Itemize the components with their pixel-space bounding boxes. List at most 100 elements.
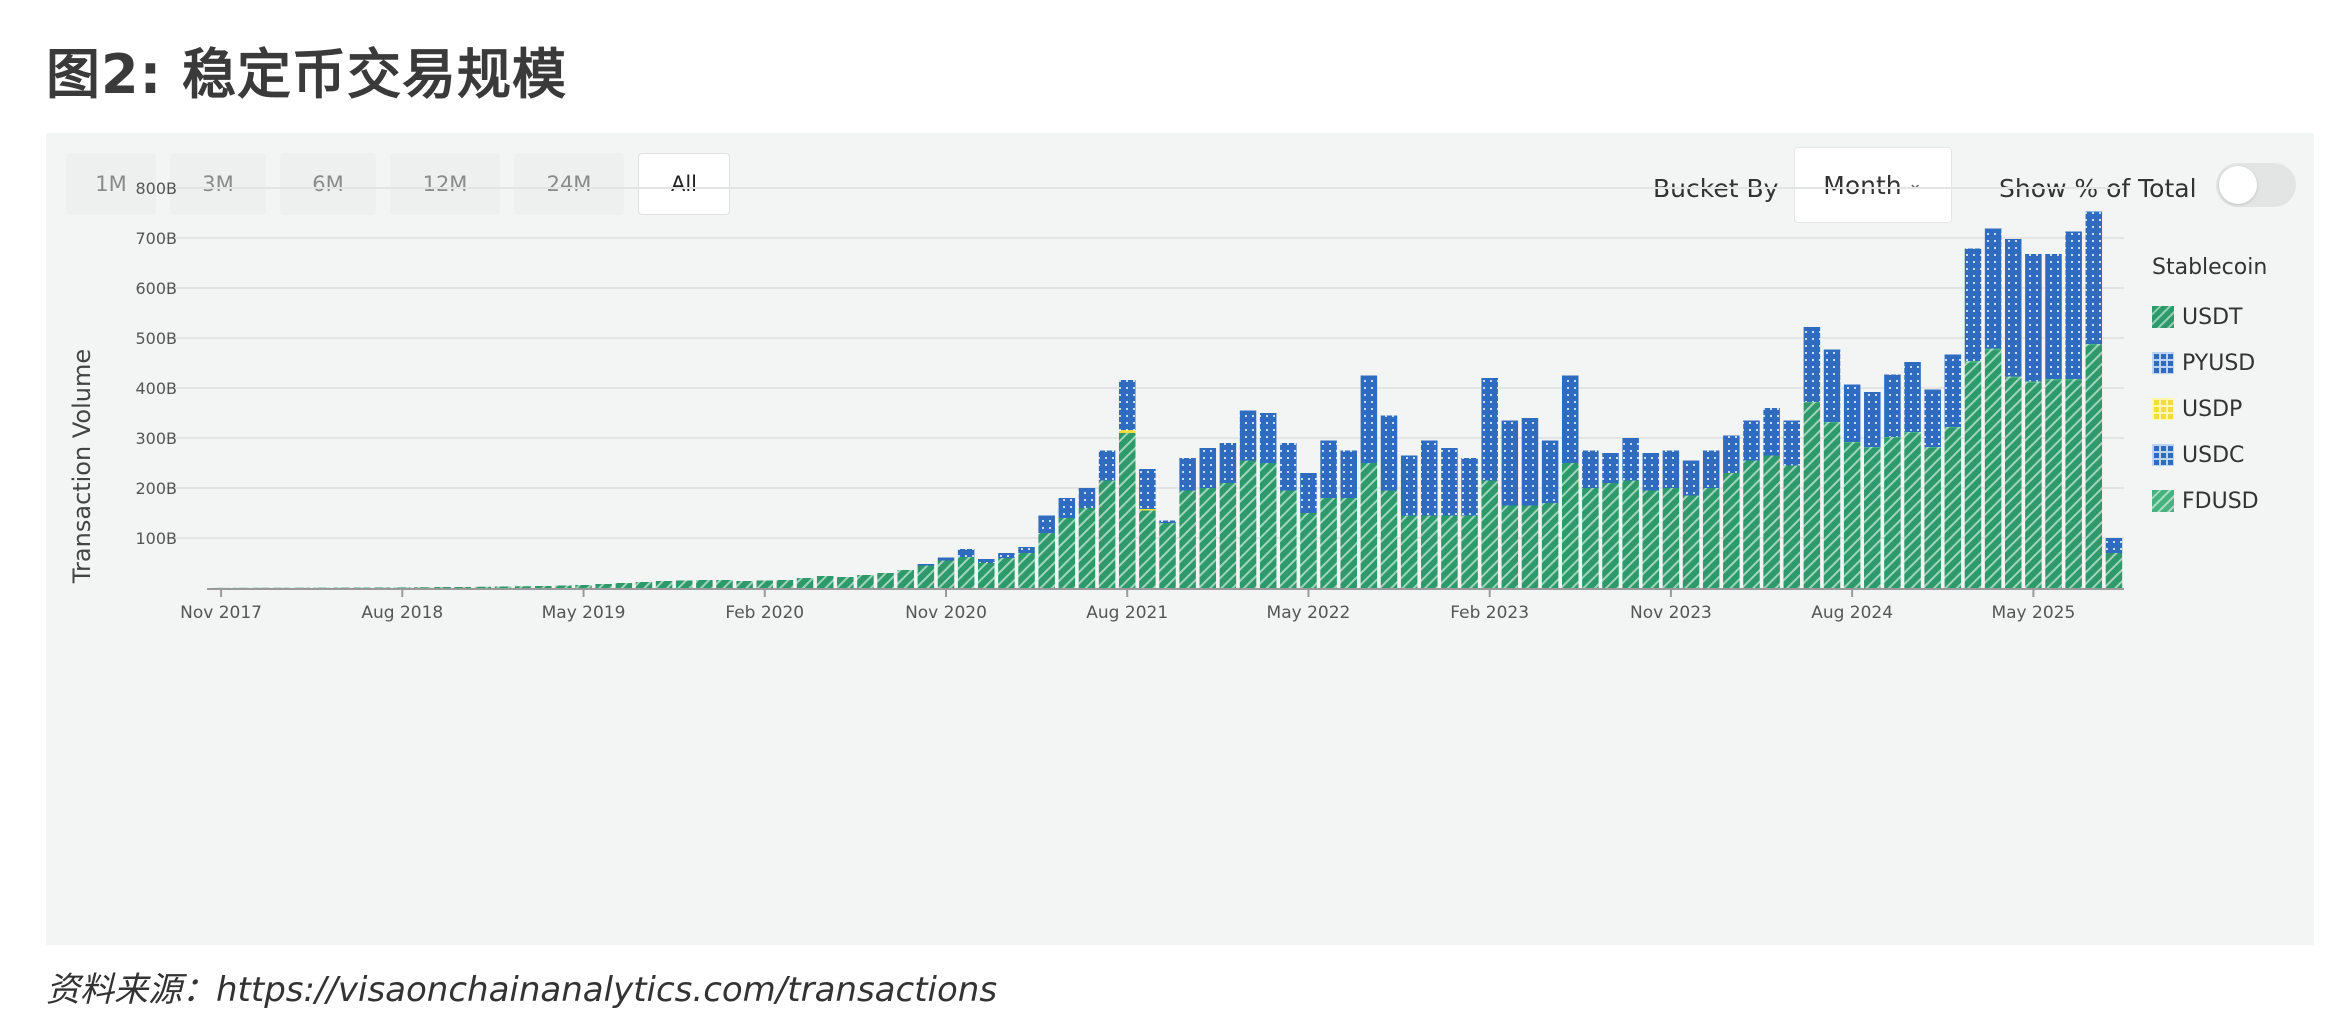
bar-segment-usdt[interactable] (474, 586, 492, 588)
bucket-select[interactable]: Month ⌄ (1794, 147, 1952, 223)
bar-segment-fdusd[interactable] (1884, 437, 1901, 438)
bar-segment-usdc[interactable] (1924, 389, 1941, 448)
bar-segment-usdt[interactable] (1582, 488, 1599, 588)
bar-segment-usdt[interactable] (796, 578, 814, 588)
bar-segment-usdc[interactable] (1481, 378, 1498, 481)
bar-segment-usdt[interactable] (595, 584, 612, 588)
bar-segment-usdc[interactable] (1219, 443, 1237, 483)
bar-segment-usdt[interactable] (2065, 380, 2082, 589)
bar-segment-usdt[interactable] (1461, 515, 1478, 589)
bar-segment-usdc[interactable] (1541, 440, 1559, 504)
bar-segment-usdt[interactable] (1602, 483, 1619, 588)
bar-segment-usdt[interactable] (494, 586, 512, 589)
bar-segment-usdt[interactable] (736, 581, 753, 588)
bar-segment-usdt[interactable] (373, 587, 391, 589)
bar-segment-usdc[interactable] (1984, 228, 2002, 349)
bar-segment-usdt[interactable] (1561, 463, 1579, 588)
bar-segment-usdc[interactable] (1259, 413, 1277, 463)
bar-segment-usdt[interactable] (514, 586, 532, 588)
bar-segment-usdc[interactable] (1964, 248, 1982, 362)
bar-segment-usdc[interactable] (1622, 438, 1639, 481)
bar-segment-usdc[interactable] (917, 564, 935, 566)
bar-segment-usdt[interactable] (1662, 488, 1680, 588)
bar-segment-usdc[interactable] (2025, 254, 2042, 382)
bar-segment-usdt[interactable] (1904, 433, 1921, 588)
bar-segment-usdt[interactable] (1924, 448, 1941, 588)
legend-item-fdusd[interactable]: FDUSD (2152, 478, 2267, 524)
bar-segment-usdt[interactable] (1622, 480, 1639, 589)
tab-3m[interactable]: 3M (170, 153, 266, 215)
bar-segment-usdt[interactable] (1219, 483, 1237, 588)
bar-segment-usdc[interactable] (1118, 380, 1136, 430)
bar-segment-usdc[interactable] (1521, 418, 1539, 506)
bar-segment-usdt[interactable] (1320, 498, 1337, 588)
bar-segment-usdt[interactable] (1380, 490, 1398, 589)
bar-segment-usdt[interactable] (2085, 345, 2103, 589)
bar-segment-usdc[interactable] (1360, 375, 1378, 464)
bar-segment-usdt[interactable] (1300, 513, 1317, 588)
bar-segment-usdp[interactable] (1118, 430, 1136, 433)
bar-segment-usdc[interactable] (1058, 498, 1076, 518)
bar-segment-fdusd[interactable] (1964, 361, 1982, 363)
bar-segment-usdc[interactable] (998, 553, 1015, 558)
bar-segment-usdc[interactable] (1340, 450, 1357, 499)
bar-segment-usdc[interactable] (1199, 448, 1217, 488)
bar-segment-usdt[interactable] (1441, 515, 1458, 589)
bar-segment-usdt[interactable] (353, 587, 371, 589)
bar-segment-usdc[interactable] (978, 559, 995, 563)
bar-segment-usdt[interactable] (1743, 460, 1760, 589)
bar-segment-usdt[interactable] (655, 581, 673, 588)
bar-segment-usdt[interactable] (1541, 503, 1559, 588)
bar-segment-fdusd[interactable] (2045, 379, 2062, 381)
bar-segment-fdusd[interactable] (1823, 422, 1841, 423)
legend-item-usdp[interactable]: USDP (2152, 386, 2267, 432)
bar-segment-usdt[interactable] (2105, 553, 2123, 588)
bar-segment-usdt[interactable] (675, 580, 693, 589)
legend-item-usdt[interactable]: USDT (2152, 294, 2267, 340)
bar-segment-usdt[interactable] (1481, 480, 1498, 589)
bar-segment-usdc[interactable] (957, 549, 975, 557)
bar-segment-fdusd[interactable] (1944, 427, 1962, 428)
bar-segment-fdusd[interactable] (1904, 432, 1921, 433)
bar-segment-usdt[interactable] (978, 563, 995, 588)
bar-segment-usdt[interactable] (1038, 533, 1055, 588)
bar-segment-usdc[interactable] (2065, 231, 2082, 380)
bar-segment-usdt[interactable] (1058, 518, 1076, 588)
bar-segment-usdt[interactable] (1159, 523, 1176, 588)
bar-segment-usdc[interactable] (1179, 458, 1196, 491)
bar-segment-usdt[interactable] (1501, 505, 1519, 589)
bar-segment-usdc[interactable] (1682, 460, 1700, 496)
tab-6m[interactable]: 6M (280, 153, 376, 215)
bar-segment-usdt[interactable] (1521, 505, 1539, 589)
show-percent-toggle[interactable] (2216, 163, 2296, 207)
bar-segment-usdc[interactable] (1864, 392, 1881, 447)
bar-segment-usdt[interactable] (1944, 428, 1962, 588)
bar-segment-usdc[interactable] (1743, 420, 1760, 461)
bar-segment-usdt[interactable] (1360, 463, 1378, 588)
bar-segment-usdc[interactable] (1944, 354, 1962, 428)
bar-segment-fdusd[interactable] (2025, 381, 2042, 384)
bar-segment-usdt[interactable] (1843, 443, 1861, 588)
bar-segment-usdt[interactable] (1823, 423, 1841, 588)
bar-segment-usdc[interactable] (1904, 362, 1921, 432)
bar-segment-usdt[interactable] (1400, 515, 1418, 589)
bar-segment-fdusd[interactable] (2085, 344, 2103, 346)
bar-segment-usdt[interactable] (937, 560, 955, 589)
bar-segment-fdusd[interactable] (1803, 402, 1821, 403)
bar-segment-fdusd[interactable] (1984, 348, 2002, 351)
bar-segment-usdt[interactable] (1179, 490, 1196, 589)
bar-segment-fdusd[interactable] (1864, 447, 1881, 448)
bar-segment-usdt[interactable] (1642, 490, 1660, 589)
bar-segment-usdt[interactable] (1864, 448, 1881, 588)
bar-segment-usdt[interactable] (2045, 380, 2062, 589)
bar-segment-fdusd[interactable] (2004, 376, 2022, 379)
bar-segment-usdc[interactable] (1098, 450, 1116, 481)
bar-segment-usdc[interactable] (1642, 453, 1660, 491)
tab-all[interactable]: All (638, 153, 730, 215)
bar-segment-usdt[interactable] (1984, 350, 2002, 589)
legend-item-pyusd[interactable]: PYUSD (2152, 340, 2267, 386)
bar-segment-usdt[interactable] (575, 585, 592, 588)
bar-segment-usdc[interactable] (1159, 520, 1176, 524)
tab-24m[interactable]: 24M (514, 153, 624, 215)
bar-segment-usdt[interactable] (1139, 510, 1156, 589)
